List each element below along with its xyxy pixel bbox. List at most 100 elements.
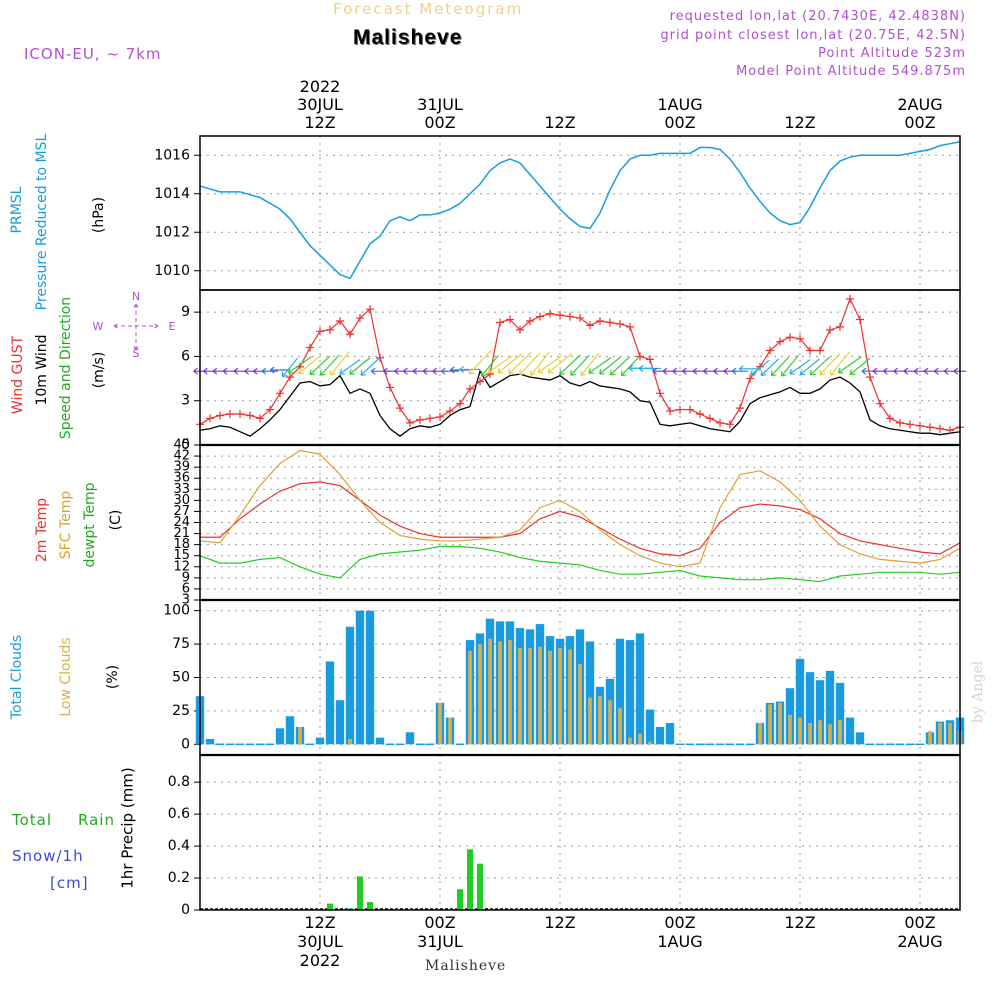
t2m-label: 2m Temp: [34, 498, 50, 562]
wind-direction-arrow: [770, 356, 790, 377]
wind-direction-arrow: [530, 351, 550, 376]
wind-direction-arrow: [519, 352, 541, 376]
wind-arrow-shape: [339, 359, 361, 375]
wind-arrow-shape: [638, 365, 661, 373]
bottom-time-label: 2022: [300, 951, 341, 970]
wind-direction-arrow: [261, 367, 279, 375]
wind-arrow-shape: [329, 350, 351, 376]
low-cloud-bar: [628, 737, 632, 745]
pressure-line: [199, 141, 961, 280]
model-label: ICON-EU, ~ 7km: [24, 45, 162, 63]
top-time-label: 00Z: [664, 113, 695, 132]
wind-gust-marker: [716, 418, 724, 427]
clouds-ytick-label: 100: [163, 603, 190, 619]
wind-gust-marker: [596, 317, 604, 325]
wind-direction-arrow: [559, 354, 581, 375]
wind-arrow-shape: [599, 356, 621, 375]
wind-direction-arrow: [809, 356, 831, 376]
temperature-ytick-label: 6: [182, 581, 190, 596]
wind-10m-label: 10m Wind: [34, 334, 50, 405]
wind-direction-arrow: [487, 355, 513, 374]
low-cloud-bar: [928, 730, 932, 745]
wind-arrow-shape: [809, 356, 831, 376]
wind-gust-marker: [696, 410, 704, 418]
forecast-meteogram-title: Forecast Meteogram: [333, 0, 524, 18]
wind-arrow-shape: [269, 366, 290, 374]
wind-arrow-shape: [497, 353, 523, 374]
wind-ytick-label: 0: [181, 437, 190, 453]
wind-gust-marker: [916, 421, 924, 430]
pressure-ytick-label: 1014: [154, 186, 190, 202]
wind-gust-marker: [776, 337, 784, 346]
precip-total-label: Total: [11, 811, 52, 829]
pressure-ytick-label: 1010: [154, 263, 190, 279]
wind-gust-marker: [336, 317, 344, 325]
wind-gust-marker: [866, 373, 874, 382]
low-cloud-bar: [768, 704, 772, 745]
wind-gust-marker: [686, 405, 694, 414]
low-cloud-bar: [818, 720, 822, 745]
wind-direction-arrow: [588, 356, 612, 374]
wind-direction-arrow: [287, 356, 312, 374]
wind-gust-marker: [256, 414, 264, 423]
rain-bar: [467, 849, 473, 910]
wind-arrow-shape: [620, 356, 640, 377]
top-time-label: 31JUL: [417, 95, 463, 114]
total-cloud-bar: [835, 682, 845, 745]
wind-direction-arrow: [440, 367, 459, 375]
wind-gust-marker: [896, 418, 904, 427]
wind-arrow-shape: [588, 356, 612, 374]
dewpt-label: dewpt Temp: [82, 482, 98, 567]
wind-gust-label: Wind GUST: [10, 335, 26, 414]
wind-gust-marker: [406, 418, 414, 427]
temperature-ytick-label: 3: [182, 593, 190, 608]
wind-arrow-shape: [530, 351, 550, 376]
total-cloud-bar: [585, 641, 595, 745]
wind-gust-marker: [946, 426, 954, 435]
rain-bar: [347, 908, 353, 910]
compass-e: E: [169, 320, 176, 333]
temperature-ytick-label: 24: [173, 515, 190, 530]
pressure-label-prmsl: PRMSL: [9, 186, 25, 233]
wind-gust-marker: [636, 352, 644, 361]
wind-gust-marker: [506, 315, 514, 324]
wind-direction-arrow: [760, 358, 780, 376]
wind-speed-direction-label: Speed and Direction: [58, 297, 74, 439]
wind-arrow-shape: [738, 365, 761, 373]
wind-gust-marker: [586, 321, 594, 330]
wind-direction-arrow: [731, 367, 748, 375]
total-cloud-bar: [205, 738, 215, 745]
wind-direction-arrow: [837, 356, 862, 374]
wind-arrow-shape: [480, 354, 499, 377]
wind-gust-marker: [216, 411, 224, 420]
wind-direction-arrow: [580, 352, 600, 377]
compass-n: N: [132, 290, 140, 303]
temperature-ytick-label: 36: [173, 471, 190, 486]
total-cloud-bar: [335, 700, 345, 745]
low-cloud-bar: [448, 717, 452, 745]
total-cloud-bar: [615, 638, 625, 745]
wind-arrow-shape: [508, 351, 532, 375]
wind-direction-arrow: [349, 357, 371, 375]
wind-arrow-shape: [487, 355, 513, 374]
wind-gust-marker: [446, 407, 454, 416]
wind-gust-marker: [526, 317, 534, 325]
wind-arrow-shape: [913, 367, 926, 375]
bottom-time-label: 30JUL: [297, 932, 343, 951]
wind-direction-arrow: [497, 353, 523, 374]
wind-gust-marker: [266, 405, 274, 414]
wind-direction-arrow: [620, 356, 640, 377]
wind-arrow-shape: [933, 367, 946, 375]
wind-gust-marker: [926, 423, 934, 432]
wind-direction-arrow: [750, 359, 770, 376]
total-cloud-bar: [665, 722, 675, 745]
requested-coords: requested lon,lat (20.7430E, 42.4838N): [669, 9, 966, 24]
precip-ytick-label: 0: [181, 902, 190, 918]
temperature-ytick-label: 27: [173, 504, 190, 519]
wind-direction-arrow: [269, 366, 290, 374]
clouds-ytick-label: 0: [181, 736, 190, 752]
total-cloud-bar: [825, 670, 835, 745]
total-cloud-bar: [845, 717, 855, 745]
temperature-ytick-label: 30: [173, 493, 190, 508]
low-cloud-bar: [808, 722, 812, 745]
